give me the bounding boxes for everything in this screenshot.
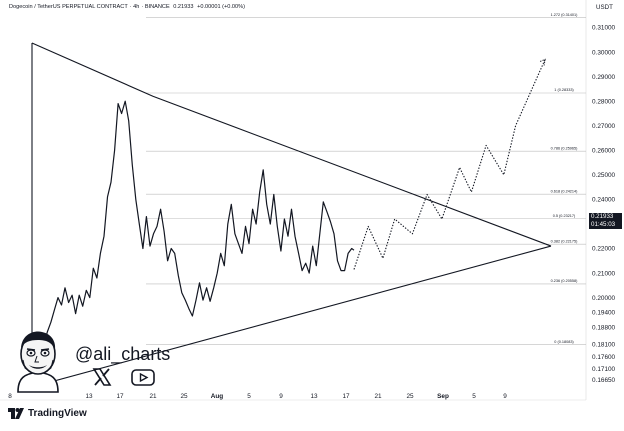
y-tick-label: 0.29000 [592, 74, 616, 81]
fib-level-label: 0.236 (0.20558) [551, 279, 579, 283]
y-tick-label: 0.17600 [592, 354, 616, 361]
brand-name: TradingView [28, 408, 87, 419]
x-tick-label: 9 [503, 393, 507, 400]
y-tick-label: 0.20000 [592, 295, 616, 302]
x-tick-label: 9 [279, 393, 283, 400]
cartoon-avatar-icon [17, 331, 59, 393]
fib-level-label: 0.382 (0.22175) [551, 239, 579, 243]
x-logo-icon[interactable] [92, 367, 112, 387]
x-tick-label: 21 [374, 393, 382, 400]
currency-label[interactable]: USDT [596, 4, 613, 11]
x-tick-label: 5 [472, 393, 476, 400]
x-tick-label: 13 [85, 393, 93, 400]
x-tick-label: 17 [342, 393, 350, 400]
current-price: 0.21933 [591, 213, 614, 220]
projection-arrowhead [539, 58, 546, 66]
timeframe[interactable]: 4h [133, 4, 140, 10]
fib-level-label: 1.272 (0.31401) [551, 13, 579, 17]
tradingview-brand[interactable]: TradingView [8, 408, 87, 419]
youtube-icon[interactable] [131, 369, 155, 386]
exchange-name: BINANCE [144, 4, 170, 10]
y-tick-label: 0.18800 [592, 324, 616, 331]
tradingview-logo-icon [8, 408, 24, 419]
x-tick-label: 13 [310, 393, 318, 400]
candle-countdown: 01:45:03 [591, 220, 616, 228]
x-axis[interactable]: 8 13 17 21 25 Aug 5 9 13 17 21 25 Sep 5 9 [8, 393, 507, 400]
author-handle: @ali_charts [75, 344, 171, 364]
fib-level-label: 1 (0.28333) [554, 88, 574, 92]
x-tick-label: 17 [116, 393, 124, 400]
fib-retracement: 1.272 (0.31401) 1 (0.28333) 0.786 (0.25965… [0, 0, 587, 401]
x-tick-label: Aug [211, 393, 224, 400]
projection-path [353, 59, 546, 270]
x-tick-label: Sep [437, 393, 449, 400]
current-price-badge: 0.21933 01:45:03 [589, 213, 622, 229]
y-tick-label: 0.24000 [592, 197, 616, 204]
x-tick-label: 21 [149, 393, 157, 400]
x-tick-label: 25 [406, 393, 414, 400]
y-tick-label: 0.18100 [592, 341, 616, 348]
header-change: +0.00001 (+0.00%) [197, 4, 245, 10]
y-tick-label: 0.28000 [592, 98, 616, 105]
lower-trendline [31, 245, 552, 388]
y-tick-label: 0.31000 [592, 25, 616, 32]
y-tick-label: 0.27000 [592, 123, 616, 130]
fib-level-label: 0.786 (0.25965) [551, 146, 579, 150]
x-tick-label: 5 [247, 393, 251, 400]
y-tick-label: 0.17100 [592, 366, 616, 373]
header-price: 0.21933 [173, 4, 194, 10]
y-tick-label: 0.16650 [592, 377, 616, 384]
upper-trendline [31, 42, 552, 247]
y-tick-label: 0.22000 [592, 246, 616, 253]
y-tick-label: 0.19400 [592, 310, 616, 317]
price-series [31, 58, 546, 382]
y-tick-label: 0.30000 [592, 49, 616, 56]
fib-level-label: 0.5 (0.23217) [553, 214, 576, 218]
price-line [31, 100, 355, 382]
x-tick-label: 25 [180, 393, 188, 400]
fib-level-label: 0.618 (0.24214) [551, 189, 579, 193]
y-axis[interactable]: 0.31000 0.30000 0.29000 0.28000 0.27000 0.260… [592, 25, 616, 384]
x-tick-label: 8 [8, 393, 12, 400]
chart-header: Dogecoin / TetherUS PERPETUAL CONTRACT · … [9, 4, 245, 10]
y-tick-label: 0.21000 [592, 270, 616, 277]
fib-level-label: 0 (0.18083) [554, 340, 574, 344]
y-tick-label: 0.26000 [592, 147, 616, 154]
triangle-pattern [31, 42, 552, 388]
symbol-name[interactable]: Dogecoin / TetherUS PERPETUAL CONTRACT [9, 4, 128, 10]
y-tick-label: 0.25000 [592, 172, 616, 179]
